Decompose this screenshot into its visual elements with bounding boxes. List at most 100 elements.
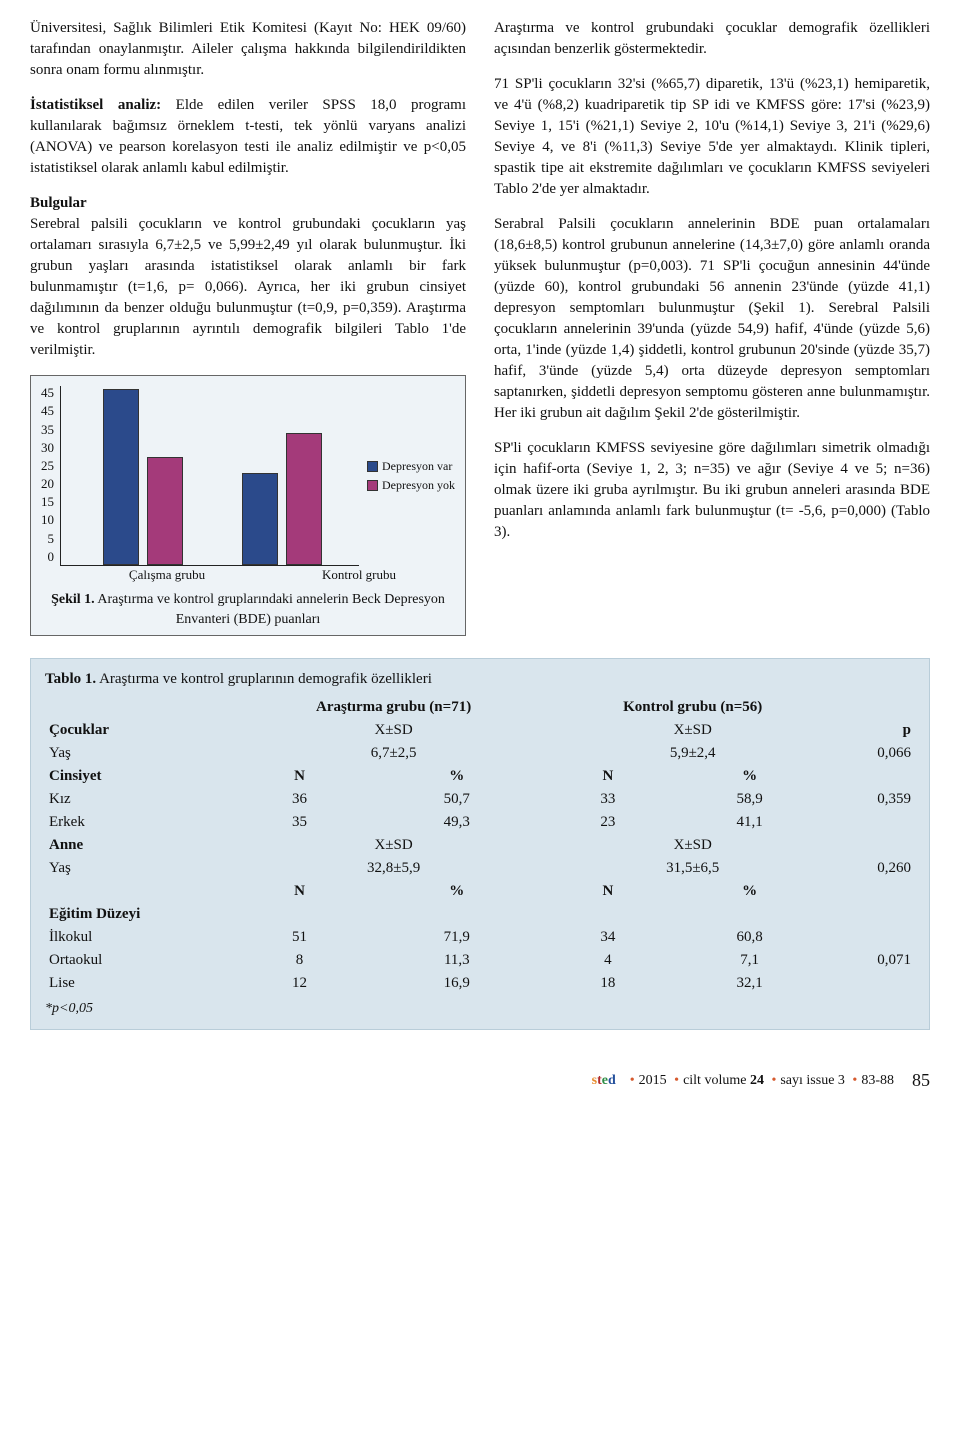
row-label-children: Çocuklar [45,719,236,742]
table-row: Çocuklar X±SD X±SD p [45,719,915,742]
table-row: Eğitim Düzeyi [45,903,915,926]
right-paragraph-1: Araştırma ve kontrol grubundaki çocuklar… [494,18,930,60]
chart-legend: Depresyon varDepresyon yok [359,386,455,566]
y-tick-label: 0 [41,548,54,566]
figure-1-chart: 051015202530354545 Depresyon varDepresyo… [30,375,466,636]
cell: 0,359 [834,788,915,811]
footer-issue: sayı issue 3 [780,1073,845,1088]
chart-bar [286,433,322,565]
cell: 0,066 [834,742,915,765]
table-row: Erkek 35 49,3 23 41,1 [45,811,915,834]
footer-page-range: 83-88 [861,1073,894,1088]
footer-volume: 24 [750,1073,764,1088]
chart-x-labels: Çalışma grubuKontrol grubu [41,566,455,584]
subhead-pct: % [665,880,835,903]
table-row: Cinsiyet N % N % [45,765,915,788]
x-tick-label: Kontrol grubu [263,566,455,584]
cell: 36 [236,788,362,811]
cell: 31,5±6,5 [551,857,835,880]
heading-statistical-analysis: İstatistiksel analiz: [30,97,161,113]
cell: 33 [551,788,665,811]
table-row: Yaş 6,7±2,5 5,9±2,4 0,066 [45,742,915,765]
right-paragraph-2: 71 SP'li çocukların 32'si (%65,7) dipare… [494,74,930,200]
legend-swatch [367,480,378,491]
chart-bar [147,457,183,565]
table-row: Ortaokul 8 11,3 4 7,1 0,071 [45,949,915,972]
y-tick-label: 30 [41,439,54,457]
row-label-education: Eğitim Düzeyi [45,903,236,926]
cell: X±SD [551,834,835,857]
chart-bar-group [83,389,202,565]
cell: 16,9 [363,972,551,995]
legend-label: Depresyon yok [382,476,455,495]
row-label-female: Kız [45,788,236,811]
row-label-mother-age: Yaş [45,857,236,880]
cell: 50,7 [363,788,551,811]
cell: 32,8±5,9 [236,857,551,880]
footer-text: •2015 •cilt volume 24 •sayı issue 3 •83-… [626,1071,894,1091]
legend-label: Depresyon var [382,457,452,476]
table-footnote: *p<0,05 [45,999,915,1019]
cell: 35 [236,811,362,834]
table-1-title-text: Araştırma ve kontrol gruplarının demogra… [96,671,432,687]
y-tick-label: 15 [41,493,54,511]
cell: 18 [551,972,665,995]
table-1-wrapper: Tablo 1. Araştırma ve kontrol gruplarını… [30,658,930,1030]
cell: 6,7±2,5 [236,742,551,765]
chart-bar [242,473,278,565]
table-row: Yaş 32,8±5,9 31,5±6,5 0,260 [45,857,915,880]
right-column: Araştırma ve kontrol grubundaki çocuklar… [494,18,930,636]
cell: 0,071 [834,949,915,972]
subhead-n: N [236,765,362,788]
subhead-pct: % [665,765,835,788]
journal-logo: sted [592,1071,616,1091]
y-tick-label: 25 [41,457,54,475]
left-paragraph-3: Serebral palsili çocukların ve kontrol g… [30,216,466,358]
legend-item: Depresyon yok [367,476,455,495]
chart-bar [103,389,139,565]
left-column: Üniversitesi, Sağlık Bilimleri Etik Komi… [30,18,466,636]
col-header-study-group: Araştırma grubu (n=71) [236,696,551,719]
cell: X±SD [236,719,551,742]
row-label-high: Lise [45,972,236,995]
cell: 5,9±2,4 [551,742,835,765]
figure-1-caption-text: Araştırma ve kontrol gruplarındaki annel… [95,592,445,627]
y-tick-label: 20 [41,475,54,493]
subhead-n: N [551,765,665,788]
right-paragraph-3: Serabral Palsili çocukların annelerinin … [494,214,930,424]
heading-results: Bulgular [30,195,87,211]
subhead-n: N [551,880,665,903]
col-header-control-group: Kontrol grubu (n=56) [551,696,835,719]
table-1-title-label: Tablo 1. [45,671,96,687]
table-row: İlkokul 51 71,9 34 60,8 [45,926,915,949]
y-tick-label: 35 [41,421,54,439]
subhead-pct: % [363,880,551,903]
figure-1-caption-label: Şekil 1. [51,592,95,607]
right-paragraph-4: SP'li çocukların KMFSS seviyesine göre d… [494,438,930,543]
left-paragraph-1: Üniversitesi, Sağlık Bilimleri Etik Komi… [30,18,466,81]
cell: X±SD [551,719,835,742]
y-tick-label: 10 [41,511,54,529]
row-label-middle: Ortaokul [45,949,236,972]
figure-1-caption: Şekil 1. Araştırma ve kontrol gruplarınd… [41,590,455,629]
cell: 0,260 [834,857,915,880]
row-label-male: Erkek [45,811,236,834]
cell: 4 [551,949,665,972]
cell: X±SD [236,834,551,857]
cell: 58,9 [665,788,835,811]
row-label-mother: Anne [45,834,236,857]
cell: 32,1 [665,972,835,995]
row-label-primary: İlkokul [45,926,236,949]
cell: 51 [236,926,362,949]
footer-cilt-label: cilt volume [683,1073,746,1088]
chart-plot-area [60,386,359,566]
page-number: 85 [912,1068,930,1093]
cell: 34 [551,926,665,949]
cell: 12 [236,972,362,995]
demographics-table: Araştırma grubu (n=71) Kontrol grubu (n=… [45,696,915,995]
row-label-gender: Cinsiyet [45,765,236,788]
footer-year: 2015 [639,1073,667,1088]
cell: 7,1 [665,949,835,972]
table-row: N % N % [45,880,915,903]
y-tick-label: 45 [41,384,54,402]
